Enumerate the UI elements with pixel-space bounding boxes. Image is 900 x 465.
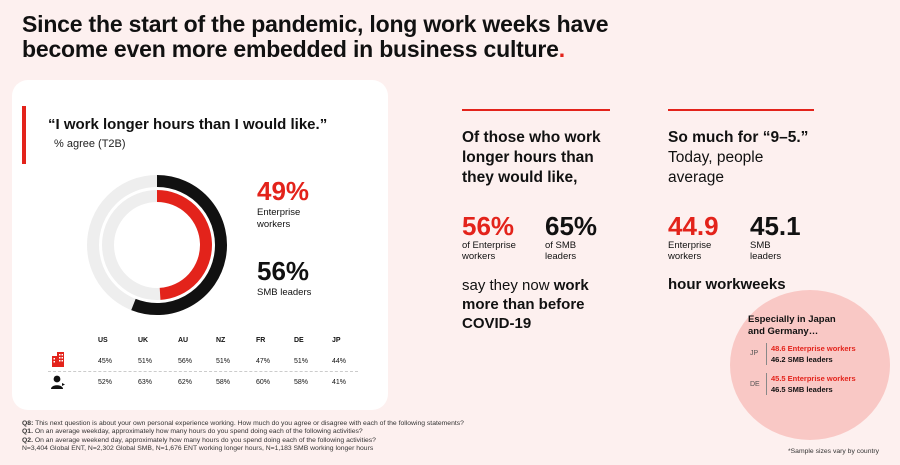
right-enterprise-label-1: Enterprise [668, 240, 712, 251]
middle-enterprise-label-2: workers [462, 251, 496, 262]
table-cell: 47% [256, 358, 271, 365]
smb-stat-label: SMB leaders [257, 287, 312, 298]
callout-title: Especially in Japan and Germany… [748, 314, 836, 337]
table-cell: 62% [178, 379, 193, 386]
right-enterprise-value: 44.9 [668, 211, 719, 241]
enterprise-stat: 49% Enterprise workers [257, 176, 309, 231]
middle-title: Of those who work longer hours than they… [462, 129, 601, 186]
table-header: NZ [216, 337, 226, 344]
table-cell: 52% [98, 379, 113, 386]
right-title: So much for “9–5.” Today, people average [668, 129, 809, 186]
middle-smb-label-1: of SMB [545, 240, 577, 251]
table-cell: 58% [294, 379, 309, 386]
right-enterprise-stat: 44.9 Enterprise workers [668, 212, 719, 262]
radial-donut-chart [87, 175, 227, 315]
middle-smb-value: 65% [545, 211, 598, 241]
quote-accent-bar [22, 106, 26, 164]
middle-enterprise-value: 56% [462, 211, 515, 241]
middle-enterprise-stat: 56% of Enterprise workers [462, 212, 516, 262]
callout-code-jp: JP [750, 350, 759, 357]
table-cell: 56% [178, 358, 193, 365]
table-cell: 44% [332, 358, 347, 365]
right-smb-label-1: SMB [750, 240, 771, 251]
callout-de-enterprise: 45.5 Enterprise workers [771, 374, 856, 383]
page-title: Since the start of the pandemic, long wo… [22, 11, 609, 62]
title-accent-dot: . [558, 36, 565, 62]
callout-de-smb: 46.5 SMB leaders [771, 385, 833, 394]
table-header: UK [138, 337, 149, 344]
person-icon [51, 375, 65, 389]
smb-stat-value: 56% [257, 256, 310, 286]
table-cell: 51% [294, 358, 309, 365]
table-header: JP [332, 337, 341, 344]
country-callout-circle [730, 290, 890, 440]
callout-jp-enterprise: 48.6 Enterprise workers [771, 344, 856, 353]
donut-segment-enterprise-workers [156, 190, 212, 300]
enterprise-stat-value: 49% [257, 176, 310, 206]
enterprise-stat-label-2: workers [257, 219, 291, 230]
table-cell: 60% [256, 379, 271, 386]
donut-segment-smb-leaders [131, 175, 227, 315]
right-smb-stat: 45.1 SMB leaders [750, 212, 801, 262]
enterprise-stat-label-1: Enterprise [257, 207, 301, 218]
callout-divider [766, 343, 767, 365]
middle-enterprise-label-1: of Enterprise [462, 240, 516, 251]
sample-size-note: *Sample sizes vary by country [788, 448, 880, 455]
building-icon [52, 352, 64, 367]
table-cell: 63% [138, 379, 153, 386]
table-cell: 51% [216, 358, 231, 365]
table-header: US [98, 337, 108, 344]
smb-stat: 56% SMB leaders [257, 256, 311, 299]
middle-tail-text: say they now work more than before COVID… [462, 277, 589, 332]
table-header: AU [178, 337, 189, 344]
footnotes: Q8: This next question is about your own… [22, 420, 464, 453]
middle-divider [462, 109, 610, 111]
table-cell: 51% [138, 358, 153, 365]
callout-code-de: DE [750, 381, 760, 388]
callout-divider [766, 373, 767, 395]
callout-jp-smb: 46.2 SMB leaders [771, 355, 833, 364]
table-cell: 58% [216, 379, 231, 386]
right-divider [668, 109, 814, 111]
table-cell: 41% [332, 379, 347, 386]
middle-smb-label-2: leaders [545, 251, 577, 262]
table-header: DE [294, 337, 304, 344]
right-enterprise-label-2: workers [668, 251, 702, 262]
table-header: FR [256, 337, 266, 344]
quote-text: “I work longer hours than I would like.” [48, 116, 328, 133]
middle-smb-stat: 65% of SMB leaders [545, 212, 597, 262]
agreement-card: “I work longer hours than I would like.”… [12, 80, 388, 410]
quote-subtitle: % agree (T2B) [54, 138, 126, 150]
right-smb-label-2: leaders [750, 251, 782, 262]
table-divider [48, 371, 358, 372]
right-tail-text: hour workweeks [668, 276, 786, 293]
right-smb-value: 45.1 [750, 211, 801, 241]
table-cell: 45% [98, 358, 113, 365]
